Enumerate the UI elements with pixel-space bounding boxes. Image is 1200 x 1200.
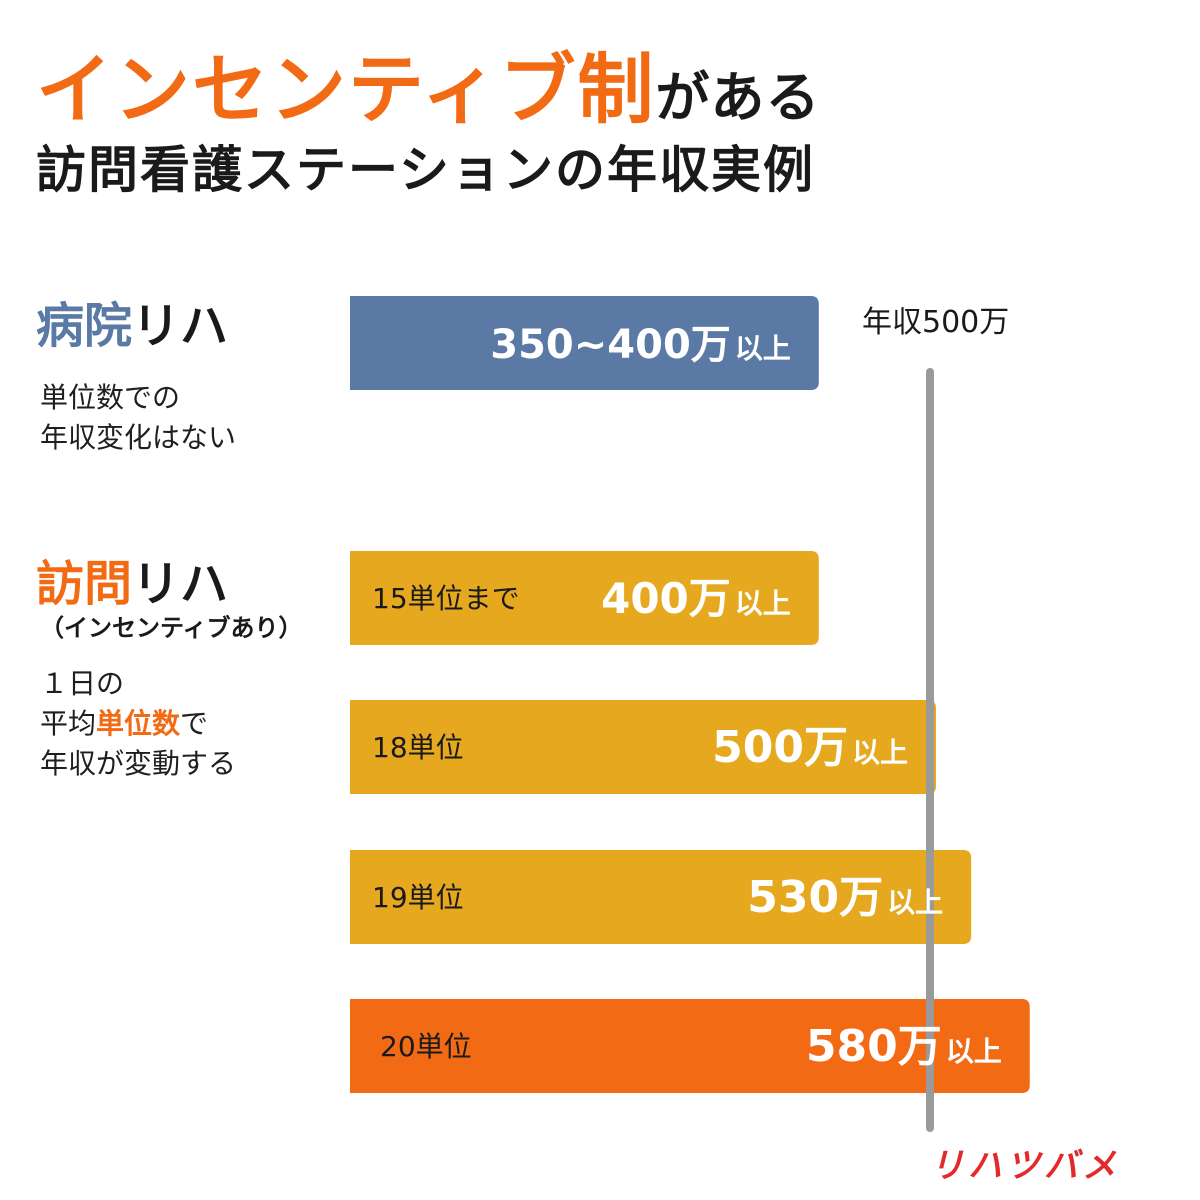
bar [350, 999, 1030, 1093]
bar-value: 350~400万 [490, 322, 731, 368]
bar-value: 500万 [712, 722, 848, 773]
bar-value-label: 500万 以上 [712, 722, 908, 773]
bar [350, 551, 819, 645]
visit-note-line-3: 年収が変動する [40, 747, 237, 780]
visit-note-post: で [180, 707, 209, 740]
bar-value-label: 580万 以上 [806, 1021, 1002, 1072]
reference-line-label: 年収500万 [862, 305, 1009, 340]
hospital-note: 単位数での 年収変化はない [40, 378, 236, 458]
hospital-title-accent: 病院 [36, 298, 133, 354]
bar-value-label: 530万 以上 [747, 872, 943, 923]
bar-category-label: 20単位 [380, 1030, 472, 1063]
visit-note-line-1: １日の [40, 667, 125, 700]
bar-value-label: 350~400万 以上 [490, 322, 791, 368]
bar-value-suffix: 以上 [887, 886, 943, 919]
bar [350, 850, 972, 944]
title-line-2: 訪問看護ステーションの年収実例 [36, 141, 815, 199]
bar-category-label: 15単位まで [372, 582, 520, 615]
bar-value-suffix: 以上 [946, 1035, 1002, 1068]
visit-note: １日の 平均単位数で 年収が変動する [40, 664, 236, 784]
bar-value-suffix: 以上 [735, 587, 791, 620]
hospital-note-line-1: 単位数での [40, 381, 181, 414]
hospital-note-line-2: 年収変化はない [40, 421, 237, 454]
bar-category-label: 19単位 [372, 881, 464, 914]
visit-note-pre: 平均 [40, 707, 97, 740]
brand-logo: リハツバメ [930, 1146, 1120, 1186]
bar-value-suffix: 以上 [852, 736, 908, 769]
bar [350, 296, 819, 390]
bar-value: 580万 [806, 1021, 942, 1072]
title-suffix: がある [655, 66, 821, 129]
visit-note-line-2: 平均単位数で [40, 704, 236, 744]
title-line-1: インセンティブ制がある [36, 28, 820, 138]
visit-rehab-subtitle: （インセンティブあり） [40, 614, 303, 642]
visit-title-rest: リハ [132, 556, 229, 612]
hospital-rehab-title: 病院リハ [36, 286, 228, 356]
bar-value-suffix: 以上 [735, 332, 791, 365]
bar-value-label: 400万 以上 [601, 574, 791, 623]
visit-note-emphasis: 単位数 [96, 707, 181, 740]
bar-category-label: 18単位 [372, 731, 464, 764]
title-highlight: インセンティブ制 [36, 45, 656, 134]
bar-value: 530万 [747, 872, 883, 923]
reference-line [926, 368, 934, 1132]
bar-value: 400万 [601, 574, 731, 623]
bar [350, 700, 936, 794]
visit-title-accent: 訪問 [36, 556, 133, 612]
hospital-title-rest: リハ [132, 298, 229, 354]
visit-rehab-title: 訪問リハ [36, 544, 228, 614]
